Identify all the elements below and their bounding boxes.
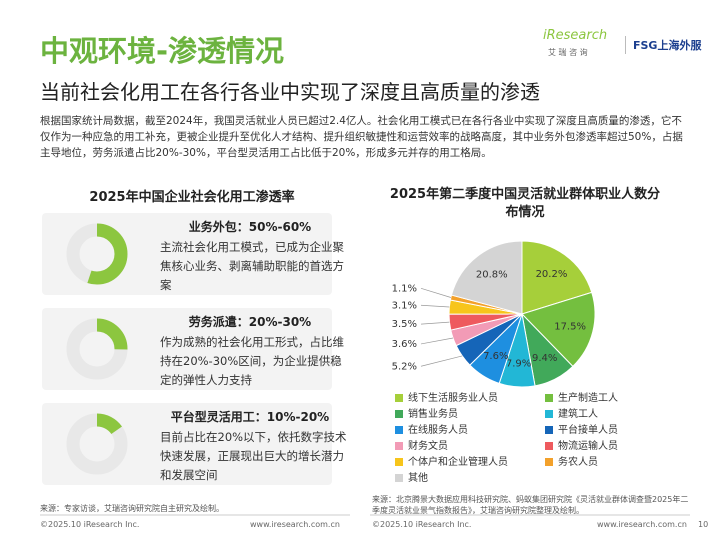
data-label: 3.1%	[392, 300, 417, 311]
footer-text: www.iresearch.com.cn	[597, 520, 687, 529]
legend-label: 物流运输人员	[558, 439, 618, 452]
legend-swatch	[395, 394, 403, 402]
data-label: 7.9%	[506, 359, 531, 370]
data-label: 5.2%	[392, 361, 417, 372]
footer-text: ©2025.10 iResearch Inc.	[40, 520, 140, 529]
source: 来源：专家访谈，艾瑞咨询研究院自主研究及绘制。	[40, 504, 224, 513]
data-label: 17.5%	[554, 321, 586, 332]
legend-swatch	[545, 442, 553, 450]
legend-swatch	[545, 410, 553, 418]
legend-swatch	[395, 442, 403, 450]
pie-slice	[521, 240, 593, 315]
legend-swatch	[545, 458, 553, 466]
legend-label: 财务文员	[408, 439, 448, 452]
legend-label: 平台接单人员	[558, 423, 618, 436]
pie-slice	[521, 291, 596, 368]
slide-title: 中观环境-渗透情况	[40, 34, 285, 68]
intro-text: 根据国家统计局数据，截至2024年，我国灵活就业人员已超过2.4亿人。社会化用工…	[40, 115, 683, 159]
leader-line	[420, 287, 451, 298]
donut-fill	[66, 318, 128, 380]
data-label: 9.4%	[532, 353, 557, 364]
data-label: 20.8%	[476, 270, 508, 281]
item-text: 作为成熟的社会化用工形式，占比维持在20%-30%区间，为企业提供稳定的弹性人力…	[160, 335, 344, 387]
legend-swatch	[545, 394, 553, 402]
legend-swatch	[395, 410, 403, 418]
item-heading: 业务外包：50%-60%	[188, 220, 312, 234]
source: 来源：北京腾景大数据应用科技研究院、蚂蚁集团研究院《灵活就业群体调查暨2025年…	[372, 495, 689, 515]
data-label: 7.6%	[483, 351, 508, 362]
legend-swatch	[545, 426, 553, 434]
logo-text: FSG上海外服	[633, 39, 702, 52]
divider	[625, 36, 626, 54]
item-text: 目前占比在20%以下，依托数字技术快速发展，正展现出巨大的增长潜力和发展空间	[160, 430, 347, 482]
legend-label: 个体户和企业管理人员	[408, 455, 508, 468]
donut-fill	[66, 223, 128, 285]
item-heading: 平台型灵活用工：10%-20%	[170, 410, 330, 424]
legend-label: 务农人员	[558, 455, 598, 468]
footer-text: www.iresearch.com.cn	[250, 520, 340, 529]
leader-line	[420, 321, 450, 325]
data-label: 1.1%	[392, 283, 417, 294]
legend-swatch	[395, 458, 403, 466]
item-heading: 劳务派遣：20%-30%	[188, 315, 312, 329]
pie-slice	[450, 240, 523, 315]
panel-title: 2025年中国企业社会化用工渗透率	[89, 190, 295, 205]
data-label: 3.5%	[392, 319, 417, 330]
leader-line	[420, 304, 450, 308]
legend-label: 生产制造工人	[558, 391, 618, 404]
donut-fill	[66, 413, 128, 475]
logo-text: 艾 瑞 咨 询	[548, 48, 588, 57]
legend-label: 建筑工人	[558, 407, 598, 420]
leader-line	[420, 355, 463, 367]
data-label: 3.6%	[392, 339, 417, 350]
leader-line	[420, 337, 454, 345]
page-number: 10	[698, 520, 709, 529]
legend-label: 销售业务员	[408, 407, 458, 420]
legend-label: 在线服务人员	[408, 423, 468, 436]
item-text: 主流社会化用工模式，已成为企业聚焦核心业务、剥离辅助职能的首选方案	[160, 240, 344, 292]
legend-label: 其他	[408, 471, 428, 484]
legend-swatch	[395, 474, 403, 482]
chart-title: 2025年第二季度中国灵活就业群体职业人数分布情况	[389, 187, 661, 220]
legend-swatch	[395, 426, 403, 434]
data-label: 20.2%	[536, 269, 568, 280]
legend-label: 线下生活服务业人员	[408, 391, 498, 404]
logo-text: iResearch	[543, 28, 608, 43]
footer-text: ©2025.10 iResearch Inc.	[372, 520, 472, 529]
slide-subtitle: 当前社会化用工在各行各业中实现了深度且高质量的渗透	[40, 80, 540, 104]
